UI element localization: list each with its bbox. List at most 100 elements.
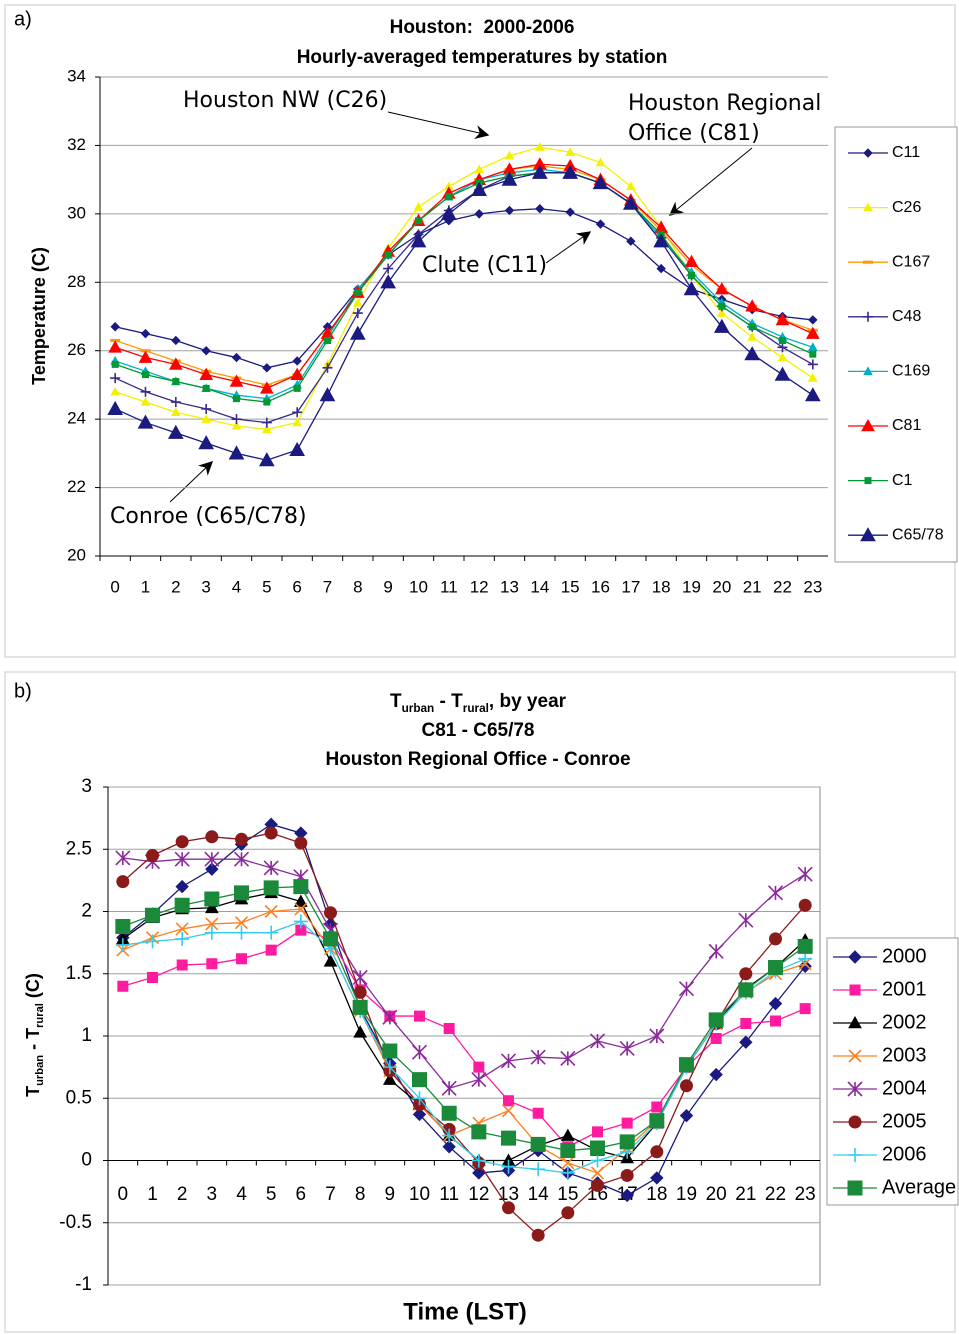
legend-label: 2003 xyxy=(882,1044,927,1066)
marker xyxy=(807,373,818,382)
text-run: T xyxy=(390,691,402,712)
marker xyxy=(382,1009,398,1025)
arrow xyxy=(169,461,214,503)
marker xyxy=(649,1113,665,1129)
marker xyxy=(474,164,485,174)
marker xyxy=(748,323,756,331)
marker xyxy=(678,981,695,997)
marker xyxy=(807,342,818,351)
marker xyxy=(688,271,695,279)
legend-marker xyxy=(847,1180,863,1196)
annotation: Houston NW (C26) xyxy=(183,88,387,113)
marker xyxy=(679,1057,694,1073)
marker xyxy=(710,1032,722,1044)
y-tick-label: 30 xyxy=(67,203,86,222)
marker xyxy=(323,931,338,947)
marker xyxy=(174,851,190,867)
marker xyxy=(175,835,189,849)
marker xyxy=(292,356,302,366)
y-tick-label: 0.5 xyxy=(66,1087,92,1108)
marker xyxy=(205,862,219,876)
marker xyxy=(234,925,249,940)
marker xyxy=(797,866,813,882)
marker xyxy=(590,1153,605,1168)
marker xyxy=(204,900,219,914)
marker xyxy=(259,381,274,394)
legend-marker xyxy=(864,477,872,485)
y-tick-label: 1.5 xyxy=(66,963,92,984)
legend-marker xyxy=(861,418,875,432)
marker xyxy=(501,1159,516,1174)
marker xyxy=(472,1166,486,1180)
y-tick-label: 2.5 xyxy=(66,838,92,859)
marker xyxy=(170,407,181,416)
marker xyxy=(595,219,606,229)
x-tick-label: 21 xyxy=(743,577,762,596)
marker xyxy=(683,281,700,296)
y-tick-label: 22 xyxy=(67,477,86,496)
subscript: urban xyxy=(402,702,435,715)
marker xyxy=(116,875,130,889)
marker xyxy=(413,201,424,211)
marker xyxy=(228,445,245,460)
marker xyxy=(651,1101,663,1113)
x-tick-label: 0 xyxy=(110,577,119,596)
x-tick-label: 6 xyxy=(292,577,301,596)
marker xyxy=(804,387,821,402)
marker xyxy=(531,164,548,179)
marker xyxy=(263,860,279,876)
marker xyxy=(234,916,249,930)
y-axis-label: Temperature (C) xyxy=(29,247,49,385)
marker xyxy=(441,1080,457,1096)
marker xyxy=(108,340,123,353)
marker xyxy=(292,407,303,418)
x-tick-label: 1 xyxy=(141,577,150,596)
x-tick-label: 22 xyxy=(765,1184,786,1205)
marker xyxy=(411,1044,428,1060)
legend-frame xyxy=(834,126,958,563)
marker xyxy=(198,435,215,450)
marker xyxy=(560,1165,575,1180)
x-tick-label: 6 xyxy=(296,1184,307,1205)
marker xyxy=(565,147,576,156)
x-tick-label: 3 xyxy=(207,1184,218,1205)
x-tick-label: 16 xyxy=(587,1184,608,1205)
marker xyxy=(592,175,609,190)
marker xyxy=(115,918,131,934)
marker xyxy=(591,1178,604,1192)
marker xyxy=(264,925,279,940)
x-tick-label: 23 xyxy=(803,577,822,596)
marker xyxy=(231,420,242,430)
marker xyxy=(473,1061,485,1073)
marker xyxy=(137,414,154,429)
x-tick-label: 20 xyxy=(712,577,731,596)
marker xyxy=(229,374,244,387)
x-tick-label: 12 xyxy=(468,1184,489,1205)
marker xyxy=(202,384,210,392)
marker xyxy=(324,906,337,920)
marker xyxy=(412,1107,427,1122)
marker xyxy=(175,931,190,946)
marker xyxy=(774,366,791,381)
y-tick-label: 0 xyxy=(81,1150,92,1171)
marker xyxy=(295,924,307,936)
marker xyxy=(709,1067,723,1082)
x-tick-label: 14 xyxy=(530,577,549,596)
marker xyxy=(592,1126,603,1138)
marker xyxy=(501,1104,516,1118)
x-tick-label: 21 xyxy=(735,1184,756,1205)
y-tick-label: 1 xyxy=(81,1025,92,1046)
marker xyxy=(745,299,760,312)
legend-label: C26 xyxy=(892,199,921,216)
marker xyxy=(146,848,159,862)
marker xyxy=(412,1091,427,1106)
marker xyxy=(264,904,278,919)
marker xyxy=(471,1072,487,1088)
marker xyxy=(201,403,212,414)
marker xyxy=(590,1140,605,1156)
x-tick-label: 17 xyxy=(621,577,640,596)
marker xyxy=(740,1018,752,1030)
marker xyxy=(797,938,813,954)
marker xyxy=(798,959,812,973)
